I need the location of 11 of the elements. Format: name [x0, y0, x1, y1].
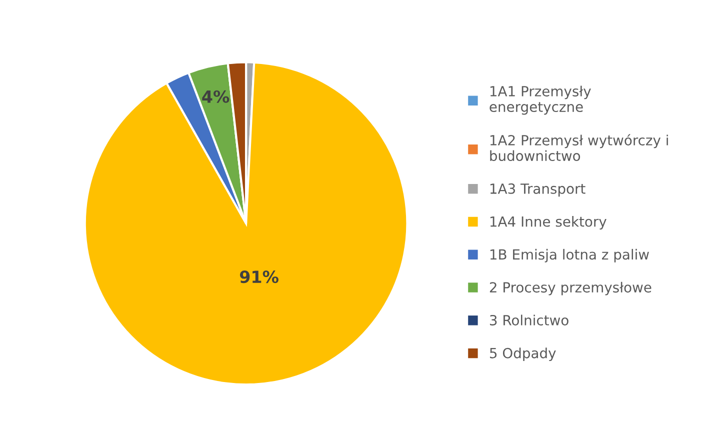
legend-label: 1A4 Inne sektory [490, 216, 606, 230]
legend-label: 5 Odpady [490, 348, 556, 362]
data-label: 4% [202, 90, 230, 103]
pie-slice [84, 61, 408, 386]
legend-label: 1B Emisja lotna z paliw [490, 248, 649, 262]
data-label: 91% [240, 270, 278, 284]
legend-label: 1A1 Przemysły energetyczne [490, 86, 591, 115]
legend-label: 1A2 Przemysł wytwórczy i budownictwo [490, 134, 668, 162]
legend-label: 1A3 Transport [490, 183, 586, 197]
legend-label: 3 Rolnictwo [490, 314, 568, 326]
legend-label: 2 Procesy przemysłowe [490, 282, 652, 296]
